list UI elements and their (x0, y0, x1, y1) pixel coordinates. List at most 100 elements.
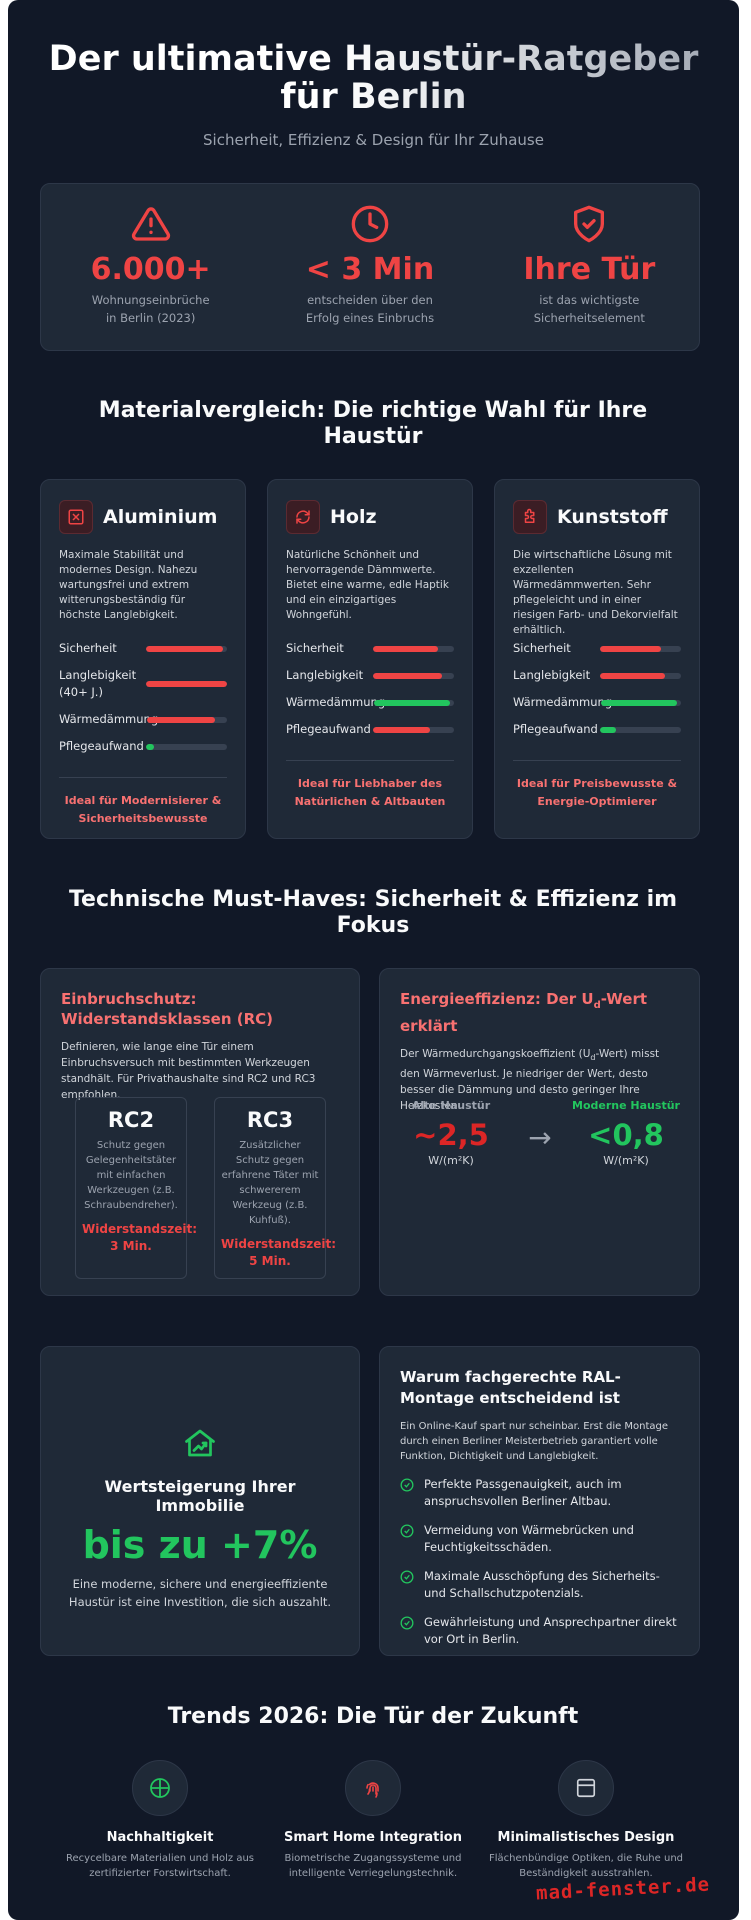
fingerprint-icon (345, 1760, 401, 1816)
old-door-label: Alte Haustür (411, 1099, 491, 1112)
new-door-value: Moderne Haustür <0,8 W/(m²K) (561, 1099, 691, 1167)
rating-row: Langlebigkeit (286, 667, 454, 684)
window-icon (558, 1760, 614, 1816)
rating-label: Pflegeaufwand (59, 739, 144, 753)
ideal-line: Energie-Optimierer (537, 795, 657, 808)
stat-label: entscheiden über den Erfolg eines Einbru… (260, 291, 479, 327)
globe-icon (132, 1760, 188, 1816)
rc-class-description: Zusätzlicher Schutz gegen erfahrene Täte… (221, 1140, 319, 1226)
rating-label: Wärmedämmung (513, 695, 613, 709)
energy-title-sub: d (593, 1000, 601, 1011)
rc2-box: RC2 Schutz gegen Gelegenheitstäter mit e… (75, 1097, 197, 1279)
rating-bar-fill (599, 726, 617, 733)
rating-row: Pflegeaufwand (513, 721, 681, 738)
stat-label-line: entscheiden über den (307, 293, 433, 307)
ral-text: Ein Online-Kauf spart nur scheinbar. Ers… (400, 1421, 669, 1462)
value-text: Eine moderne, sichere und energieeffizie… (68, 1577, 332, 1609)
rating-row: Wärmedämmung (59, 711, 227, 728)
trend-text-line: zertifizierter Forstwirtschaft. (89, 1868, 231, 1879)
stat-label-line: in Berlin (2023) (105, 311, 196, 325)
stat-label-line: Erfolg eines Einbruchs (305, 311, 435, 325)
energy-title-end: -Wert erklärt (400, 990, 648, 1035)
rc-title: Einbruchschutz: Widerstandsklassen (RC) (61, 990, 273, 1028)
rating-bar-track (599, 672, 681, 679)
rc-resistance-time: Widerstandszeit: 3 Min. (82, 1221, 197, 1255)
rating-label: Sicherheit (286, 641, 344, 655)
material-rating-bars: Sicherheit Langlebigkeit (40+ J.) Wärmedäm… (59, 640, 227, 755)
rating-row: Sicherheit (286, 640, 454, 657)
ideal-line: Sicherheitsbewusste (78, 812, 208, 825)
rating-row: Pflegeaufwand (286, 721, 454, 738)
energy-title-main: Energieeffizienz: Der U (400, 990, 594, 1008)
ral-title: Warum fachgerechte RAL-Montage entscheid… (400, 1368, 621, 1407)
tech-title: Technische Must-Haves: Sicherheit & Effi… (68, 887, 678, 938)
rating-label: Langlebigkeit (40+ J.) (59, 668, 137, 699)
rating-bar-track (145, 743, 227, 750)
material-card-aluminium: Aluminium Maximale Stabilität und modern… (40, 479, 246, 839)
material-description: Die wirtschaftliche Lösung mit exzellent… (513, 549, 678, 636)
trend-title: Smart Home Integration (283, 1830, 462, 1845)
clock-icon (351, 205, 389, 243)
new-door-label: Moderne Haustür (572, 1099, 680, 1112)
checklist-item: Gewährleistung und Ansprechpartner direk… (400, 1614, 679, 1648)
ideal-line: Ideal für Modernisierer & (64, 794, 222, 807)
warning-triangle-icon (131, 207, 170, 241)
page-title: Der ultimative Haustür-Ratgeber für Berl… (8, 40, 739, 116)
rc-resistance-time: Widerstandszeit: 5 Min. (221, 1236, 336, 1270)
rating-row: Wärmedämmung (286, 694, 454, 711)
new-door-unit: W/(m²K) (603, 1154, 649, 1167)
rating-label: Sicherheit (513, 641, 571, 655)
ideal-line: Ideal für Liebhaber des (297, 777, 443, 790)
trend-title: Nachhaltigkeit (106, 1830, 214, 1845)
stats-card: 6.000+ Wohnungseinbrüche in Berlin (2023… (40, 183, 700, 351)
rating-label: Langlebigkeit (286, 668, 364, 682)
rating-row: Langlebigkeit (40+ J.) (59, 667, 227, 701)
check-circle-icon (400, 1616, 414, 1630)
material-rating-bars: Sicherheit Langlebigkeit Wärmedämmung Pfleg… (513, 640, 681, 738)
checklist-text: Gewährleistung und Ansprechpartner direk… (424, 1615, 677, 1646)
check-circle-icon (400, 1570, 414, 1584)
rating-bar-track (374, 699, 454, 706)
checklist-text: Maximale Ausschöpfung des Sicherheits- u… (424, 1569, 660, 1600)
material-ideal-for: Ideal für Modernisierer & Sicherheitsbew… (59, 792, 227, 828)
stat-label-line: Sicherheitselement (533, 311, 645, 325)
trends-title: Trends 2026: Die Tür der Zukunft (167, 1704, 579, 1729)
rating-bar-fill (145, 743, 155, 750)
stat-value: Ihre Tür (523, 252, 656, 287)
trend-text-line: Flächenbündige Optiken, die Ruhe und (489, 1853, 683, 1864)
stat-time: < 3 Min entscheiden über den Erfolg eine… (260, 184, 479, 350)
energy-text-sub: d (590, 1053, 596, 1063)
checklist-text: Vermeidung von Wärmebrücken und Feuchtig… (424, 1523, 634, 1554)
check-circle-icon (400, 1478, 414, 1492)
rc-class-name: RC2 (107, 1108, 155, 1132)
new-door-u-value: <0,8 (588, 1118, 664, 1152)
rating-bar-track (601, 699, 681, 706)
energy-title: Energieeffizienz: Der Ud-Wert erklärt (400, 989, 679, 1036)
check-circle-icon (400, 1524, 414, 1538)
rating-bar-track (372, 645, 454, 652)
rating-row: Wärmedämmung (513, 694, 681, 711)
house-growth-icon (185, 1429, 215, 1457)
page-title-line2: für Berlin (280, 77, 467, 117)
rating-label: Wärmedämmung (59, 712, 159, 726)
old-door-unit: W/(m²K) (428, 1154, 474, 1167)
rating-label: Pflegeaufwand (286, 722, 371, 736)
wood-refresh-icon (286, 500, 320, 534)
infographic-page: Der ultimative Haustür-Ratgeber für Berl… (8, 0, 739, 1920)
divider (286, 760, 454, 761)
energy-text-b: -Wert) misst den Wärmeverlust. Je niedri… (400, 1048, 660, 1113)
stat-burglaries: 6.000+ Wohnungseinbrüche in Berlin (2023… (41, 184, 260, 350)
material-ideal-for: Ideal für Preisbewusste & Energie-Optimi… (513, 775, 681, 811)
stat-door: Ihre Tür ist das wichtigste Sicherheitse… (480, 184, 699, 350)
rating-bar-track (372, 672, 454, 679)
trend-text-line: Beständigkeit ausstrahlen. (519, 1868, 653, 1879)
trend-text: Recycelbare Materialien und Holz aus zer… (55, 1851, 265, 1881)
value-card: Wertsteigerung Ihrer Immobilie bis zu +7… (40, 1346, 360, 1656)
checklist-item: Vermeidung von Wärmebrücken und Feuchtig… (400, 1522, 679, 1556)
rating-bar-track (599, 726, 681, 733)
rating-bar-fill (145, 681, 227, 687)
page-subtitle: Sicherheit, Effizienz & Design für Ihr Z… (203, 131, 544, 149)
rating-bar-fill (374, 699, 450, 706)
stat-label: ist das wichtigste Sicherheitselement (480, 291, 699, 327)
ral-card: Warum fachgerechte RAL-Montage entscheid… (379, 1346, 700, 1656)
